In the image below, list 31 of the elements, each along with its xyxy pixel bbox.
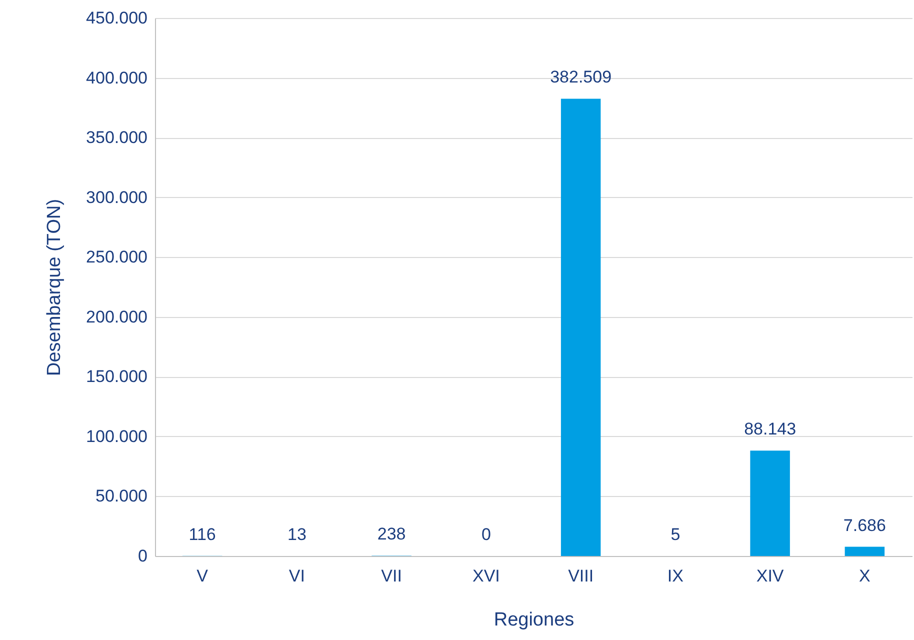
y-tick-label: 250.000 xyxy=(86,248,148,267)
y-axis-title: Desembarque (TON) xyxy=(44,198,66,376)
x-tick-label: XIV xyxy=(756,566,784,586)
x-tick-label: VII xyxy=(381,566,402,586)
y-tick-label: 350.000 xyxy=(86,128,148,148)
y-tick-label: 400.000 xyxy=(86,68,148,88)
data-label: 238 xyxy=(377,524,406,544)
y-tick-label: 50.000 xyxy=(96,486,148,506)
y-tick-label: 300.000 xyxy=(86,188,148,207)
bar xyxy=(750,450,790,556)
bar xyxy=(844,546,885,556)
y-tick-label: 200.000 xyxy=(86,307,148,326)
data-label: 7.686 xyxy=(843,516,886,535)
x-axis-title: Regiones xyxy=(494,610,574,630)
x-tick-label: VI xyxy=(288,566,305,586)
data-label: 13 xyxy=(287,524,306,544)
x-tick-label: VIII xyxy=(568,566,594,586)
data-label: 0 xyxy=(481,525,491,544)
x-tick-label: IX xyxy=(667,566,684,586)
data-label: 5 xyxy=(670,524,680,544)
x-tick-label: V xyxy=(196,566,209,586)
y-tick-label: 100.000 xyxy=(86,426,148,446)
data-label: 382.509 xyxy=(550,68,612,87)
bar xyxy=(560,98,601,556)
x-tick-label: X xyxy=(859,566,870,586)
y-tick-label: 0 xyxy=(138,546,148,566)
y-tick-label: 150.000 xyxy=(86,367,148,386)
data-label: 116 xyxy=(188,524,216,544)
x-tick-label: XVI xyxy=(472,566,500,586)
y-tick-label: 450.000 xyxy=(86,8,148,28)
data-label: 88.143 xyxy=(744,420,796,439)
